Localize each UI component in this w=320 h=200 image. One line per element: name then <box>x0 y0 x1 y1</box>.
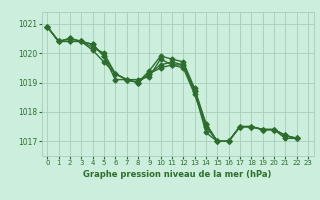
X-axis label: Graphe pression niveau de la mer (hPa): Graphe pression niveau de la mer (hPa) <box>84 170 272 179</box>
